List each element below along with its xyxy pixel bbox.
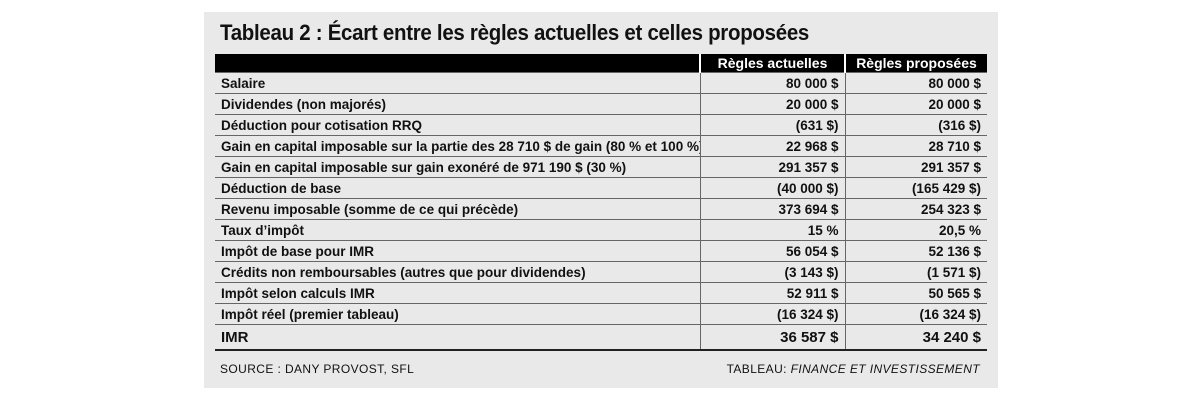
table-row: Impôt selon calculs IMR 52 911 $ 50 565 … [215,282,987,304]
row-proposed-value: 291 357 $ [844,156,987,178]
header-label-col [215,54,700,73]
table-row: Impôt réel (premier tableau) (16 324 $) … [215,303,987,325]
row-label: Déduction pour cotisation RRQ [215,114,700,136]
row-label: Salaire [215,72,700,94]
row-proposed-value: (316 $) [844,114,987,136]
row-actual-value: 56 054 $ [699,240,845,262]
row-proposed-value: (16 324 $) [844,303,987,325]
comparison-table: Règles actuelles Règles proposées Salair… [215,54,987,351]
table-row: Crédits non remboursables (autres que po… [215,261,987,283]
row-actual-value: 80 000 $ [699,72,845,94]
table-title: Tableau 2 : Écart entre les règles actue… [220,20,810,45]
row-proposed-value: 20 000 $ [844,93,987,115]
table-row: Déduction de base (40 000 $) (165 429 $) [215,177,987,199]
table-row: Impôt de base pour IMR 56 054 $ 52 136 $ [215,240,987,262]
table-panel: Tableau 2 : Écart entre les règles actue… [204,12,998,388]
source-credit: SOURCE : DANY PROVOST, SFL [220,362,415,376]
total-proposed-value: 34 240 $ [844,324,987,351]
row-label: Impôt de base pour IMR [215,240,700,262]
credit-prefix: TABLEAU: [726,362,791,376]
row-label: Gain en capital imposable sur la partie … [215,135,700,157]
table-row: Déduction pour cotisation RRQ (631 $) (3… [215,114,987,136]
row-label: Impôt selon calculs IMR [215,282,700,304]
table-row: Gain en capital imposable sur la partie … [215,135,987,157]
table-row: Salaire 80 000 $ 80 000 $ [215,72,987,94]
row-actual-value: 15 % [699,219,845,241]
header-proposed-rules: Règles proposées [844,54,987,73]
row-actual-value: 22 968 $ [699,135,845,157]
row-label: Déduction de base [215,177,700,199]
row-label: Taux d’impôt [215,219,700,241]
row-actual-value: 373 694 $ [699,198,845,220]
table-row: Dividendes (non majorés) 20 000 $ 20 000… [215,93,987,115]
total-actual-value: 36 587 $ [699,324,845,351]
row-label: Dividendes (non majorés) [215,93,700,115]
row-actual-value: (3 143 $) [699,261,845,283]
row-proposed-value: 50 565 $ [844,282,987,304]
row-label: Gain en capital imposable sur gain exoné… [215,156,700,178]
row-proposed-value: 52 136 $ [844,240,987,262]
row-proposed-value: 80 000 $ [844,72,987,94]
row-label: Revenu imposable (somme de ce qui précèd… [215,198,700,220]
row-label: Impôt réel (premier tableau) [215,303,700,325]
table-row: Taux d’impôt 15 % 20,5 % [215,219,987,241]
row-actual-value: (40 000 $) [699,177,845,199]
credit-publication: FINANCE ET INVESTISSEMENT [790,362,980,376]
row-proposed-value: (1 571 $) [844,261,987,283]
total-row: IMR 36 587 $ 34 240 $ [215,324,987,351]
header-actual-rules: Règles actuelles [699,54,845,73]
row-label: Crédits non remboursables (autres que po… [215,261,700,283]
row-actual-value: (631 $) [699,114,845,136]
row-proposed-value: 254 323 $ [844,198,987,220]
row-actual-value: 52 911 $ [699,282,845,304]
header-row: Règles actuelles Règles proposées [215,54,987,73]
table-row: Gain en capital imposable sur gain exoné… [215,156,987,178]
table-credit: TABLEAU: FINANCE ET INVESTISSEMENT [727,362,980,376]
total-label: IMR [215,324,700,351]
table-row: Revenu imposable (somme de ce qui précèd… [215,198,987,220]
row-actual-value: 20 000 $ [699,93,845,115]
row-proposed-value: (165 429 $) [844,177,987,199]
row-proposed-value: 28 710 $ [844,135,987,157]
row-proposed-value: 20,5 % [844,219,987,241]
row-actual-value: (16 324 $) [699,303,845,325]
row-actual-value: 291 357 $ [699,156,845,178]
